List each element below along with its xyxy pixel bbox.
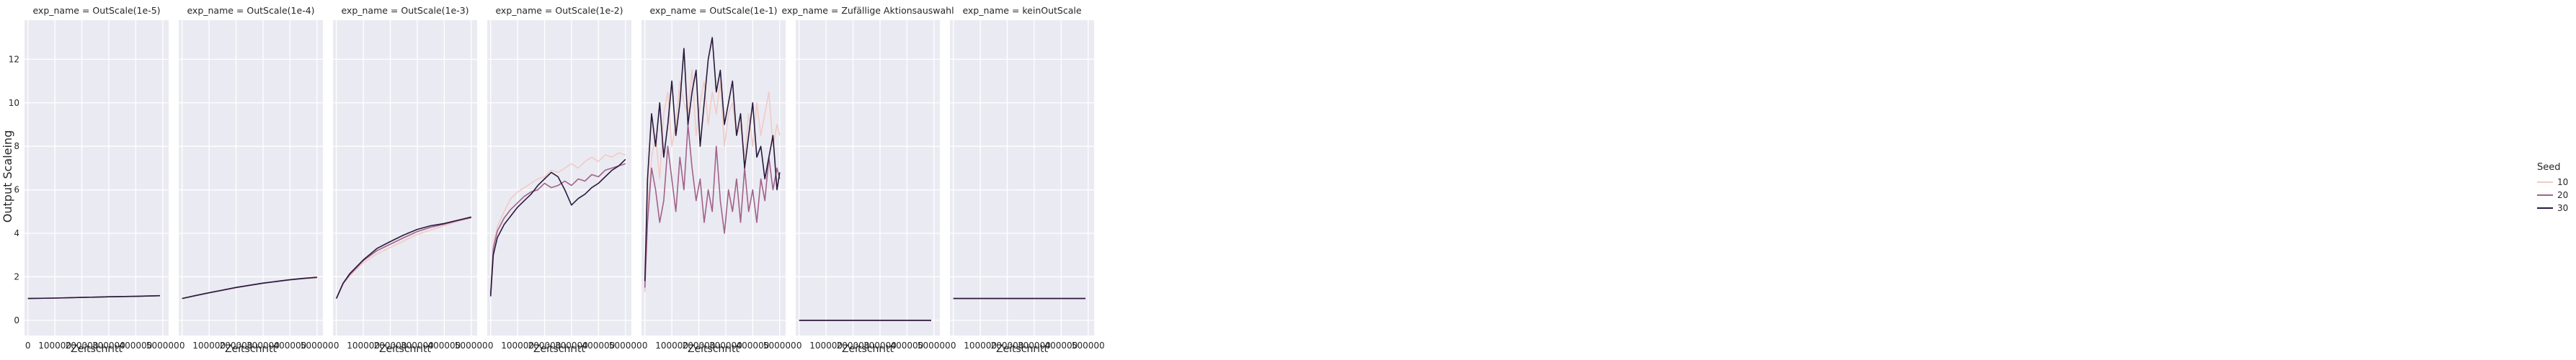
plot-background [179,20,323,336]
x-axis-label: Zeitschritt [688,343,740,355]
y-tick-label: 10 [9,98,19,108]
y-tick-label: 4 [14,228,19,238]
series-line-seed-10 [335,217,472,299]
x-tick-label: 400000 [736,341,769,351]
x-tick-label: 100000 [38,341,71,351]
y-tick-label: 6 [14,185,19,195]
legend-label-seed-20: 20 [2557,190,2568,200]
x-axis-label: Zeitschritt [379,343,432,355]
x-tick-label: 400000 [890,341,923,351]
x-tick-label: 0 [796,341,802,351]
x-tick-label: 400000 [582,341,615,351]
x-tick-label: 100000 [655,341,688,351]
series-line-seed-20 [644,124,781,288]
x-tick-label: 200000 [683,341,716,351]
panel-title: exp_name = keinOutScale [962,5,1081,16]
x-tick-label: 500000 [1072,341,1105,351]
x-tick-label: 200000 [66,341,99,351]
x-tick-label: 500000 [918,341,951,351]
x-tick-label: 200000 [220,341,253,351]
x-tick-label: 300000 [1018,341,1051,351]
series-line-seed-30 [335,216,471,299]
panel-title: exp_name = OutScale(1e-5) [32,5,160,16]
series-line-seed-20 [489,163,626,294]
plot-background [333,20,477,336]
x-axis-label: Zeitschritt [842,343,894,355]
plot-background [641,20,786,336]
x-tick-label: 500000 [763,341,796,351]
panel-title: exp_name = OutScale(1e-3) [341,5,468,16]
x-tick-label: 300000 [555,341,588,351]
series-line-seed-10 [644,69,781,292]
legend-label-seed-30: 30 [2557,203,2568,213]
y-tick-label: 8 [14,141,19,151]
x-tick-label: 200000 [528,341,561,351]
x-tick-label: 200000 [837,341,870,351]
legend-title: Seed [2537,162,2561,173]
panel-title: exp_name = OutScale(1e-4) [187,5,314,16]
x-tick-label: 0 [179,341,185,351]
x-tick-label: 100000 [964,341,997,351]
y-tick-label: 2 [14,271,19,282]
x-tick-label: 0 [642,341,648,351]
x-axis-label: Zeitschritt [996,343,1049,355]
x-tick-label: 0 [334,341,339,351]
legend: Seed 10 20 30 [2537,162,2568,213]
x-tick-label: 100000 [809,341,843,351]
x-tick-label: 400000 [119,341,152,351]
y-tick-label: 0 [14,315,19,325]
panel-title: exp_name = OutScale(1e-2) [495,5,623,16]
x-tick-label: 300000 [863,341,897,351]
series-line-seed-30 [644,37,781,282]
x-tick-label: 0 [951,341,956,351]
x-tick-label: 200000 [991,341,1024,351]
x-tick-label: 400000 [273,341,306,351]
x-tick-label: 300000 [401,341,434,351]
x-tick-label: 0 [488,341,494,351]
plot-background [487,20,631,336]
x-tick-label: 500000 [609,341,642,351]
x-axis-label: Zeitschritt [533,343,586,355]
x-tick-label: 300000 [92,341,125,351]
series-line-seed-30 [27,294,161,300]
y-tick-label: 12 [9,54,19,64]
x-tick-label: 300000 [709,341,742,351]
x-tick-label: 500000 [146,341,179,351]
x-tick-label: 500000 [455,341,488,351]
legend-label-seed-10: 10 [2557,177,2568,187]
series-line-seed-30 [182,276,317,300]
x-tick-label: 200000 [374,341,407,351]
x-tick-label: 100000 [347,341,380,351]
x-tick-label: 100000 [192,341,226,351]
x-tick-label: 100000 [501,341,534,351]
x-tick-label: 300000 [247,341,280,351]
series-line-seed-10 [489,152,626,294]
x-tick-label: 500000 [301,341,334,351]
x-tick-label: 400000 [1044,341,1078,351]
x-axis-label: Zeitschritt [225,343,277,355]
series-line-seed-30 [489,158,626,297]
x-tick-label: 400000 [427,341,461,351]
panel-title: exp_name = Zufällige Aktionsauswahl [781,5,954,16]
x-axis-label: Zeitschritt [71,343,123,355]
panel-title: exp_name = OutScale(1e-1) [649,5,777,16]
plot-background [950,20,1094,336]
x-tick-label: 0 [25,341,31,351]
plot-background [25,20,169,336]
y-axis-label: Output Scaleing [1,130,14,222]
plot-background [796,20,940,336]
